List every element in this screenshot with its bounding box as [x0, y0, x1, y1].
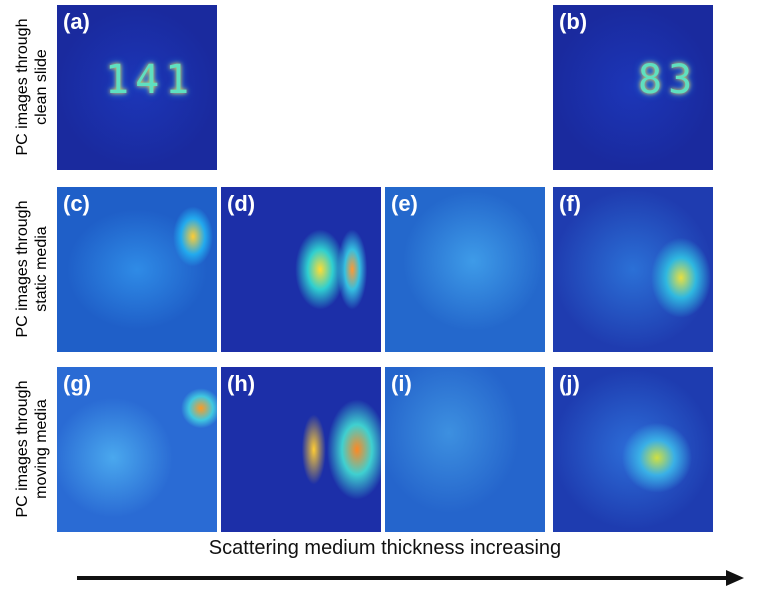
image-panel: (c) [57, 187, 217, 352]
row-label: PC images through clean slide [13, 2, 51, 172]
panel-label: (b) [559, 9, 588, 34]
panel-label: (e) [391, 191, 418, 216]
image-panel: (a) 141 [57, 5, 217, 170]
image-panel: (f) [553, 187, 713, 352]
panel-label: (a) [63, 9, 90, 34]
row-label-line: static media [33, 226, 50, 312]
arrow-head [726, 570, 744, 586]
caption: Scattering medium thickness increasing [208, 537, 562, 559]
row-label: PC images through moving media [13, 364, 51, 534]
row-label-line: moving media [33, 399, 50, 499]
image-panel: (e) [385, 187, 545, 352]
row-label-line: clean slide [33, 49, 50, 125]
image-panel: (g) [57, 367, 217, 532]
row-label: PC images through static media [13, 184, 51, 354]
panel-digits: 141 [105, 57, 196, 103]
panel-label: (i) [391, 371, 412, 396]
panel-label: (c) [63, 191, 90, 216]
row-label-line: PC images through [14, 200, 31, 338]
image-panel: (b) 83 [553, 5, 713, 170]
image-panel: (d) [221, 187, 381, 352]
panel-label: (h) [227, 371, 256, 396]
panel-label: (f) [559, 191, 581, 216]
row-label-line: PC images through [14, 380, 31, 518]
panel-label: (g) [63, 371, 92, 396]
image-panel: (i) [385, 367, 545, 532]
panel-label: (j) [559, 371, 580, 396]
image-panel: (h) [221, 367, 381, 532]
panel-label: (d) [227, 191, 256, 216]
panel-digits: 83 [638, 57, 699, 103]
image-panel: (j) [553, 367, 713, 532]
row-label-line: PC images through [14, 18, 31, 156]
